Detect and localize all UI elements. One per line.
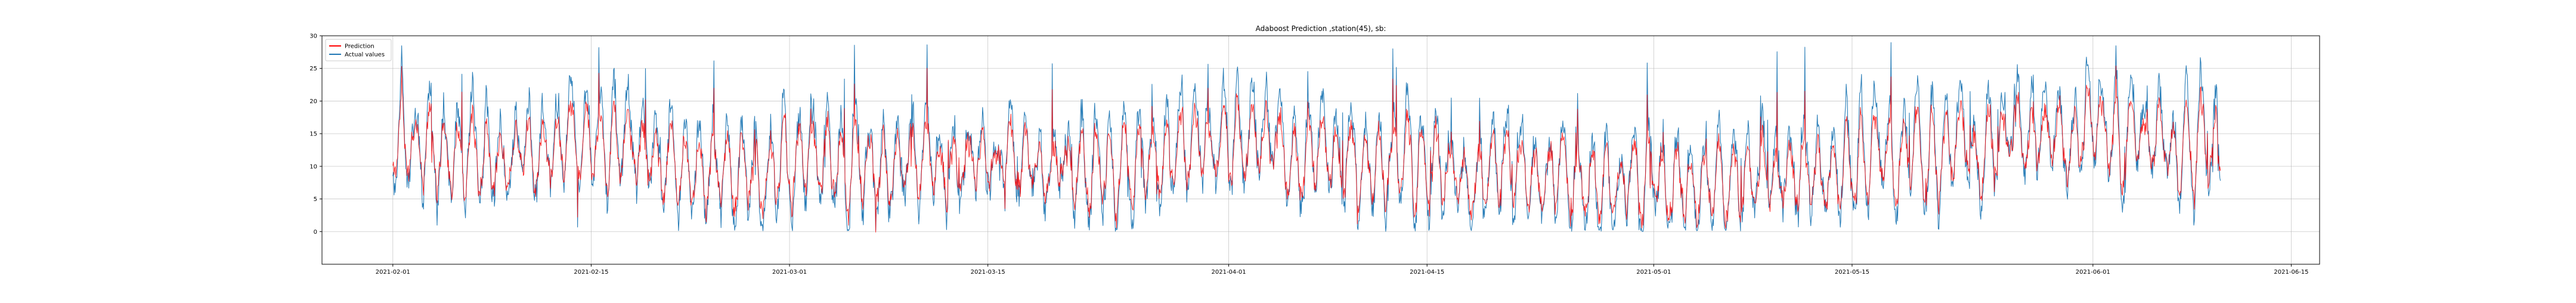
series-line-actual-values xyxy=(392,42,2221,232)
legend-label-actual-values: Actual values xyxy=(345,52,385,58)
y-tick-label: 15 xyxy=(309,131,317,138)
x-tick-label: 2021-04-01 xyxy=(1212,269,1246,276)
x-tick-label: 2021-03-01 xyxy=(772,269,807,276)
x-tick-label: 2021-06-15 xyxy=(2274,269,2308,276)
x-tick-label: 2021-05-15 xyxy=(1835,269,1869,276)
y-tick-label: 0 xyxy=(314,229,317,236)
series-lines xyxy=(392,42,2221,233)
x-tick-label: 2021-06-01 xyxy=(2076,269,2110,276)
y-tick-label: 5 xyxy=(314,196,317,203)
x-tick-label: 2021-04-15 xyxy=(1410,269,1444,276)
chart-title: Adaboost Prediction ,station(45), sb: xyxy=(1256,24,1386,33)
y-tick-label: 30 xyxy=(309,33,317,40)
y-tick-label: 10 xyxy=(309,163,317,170)
axis-ticks: 0 5 10 15 20 25 30 2021-02-01 2021-02-15 2021-03-… xyxy=(309,33,2308,276)
series-line-prediction xyxy=(392,66,2221,233)
legend-label-prediction: Prediction xyxy=(345,44,374,50)
y-tick-label: 25 xyxy=(309,66,317,72)
x-tick-label: 2021-05-01 xyxy=(1636,269,1671,276)
x-tick-label: 2021-02-15 xyxy=(574,269,608,276)
legend-box xyxy=(325,39,392,61)
y-tick-label: 20 xyxy=(309,98,317,105)
plot-frame xyxy=(321,35,2320,265)
legend: Prediction Actual values xyxy=(325,39,392,61)
x-tick-label: 2021-02-01 xyxy=(376,269,410,276)
x-tick-label: 2021-03-15 xyxy=(971,269,1005,276)
